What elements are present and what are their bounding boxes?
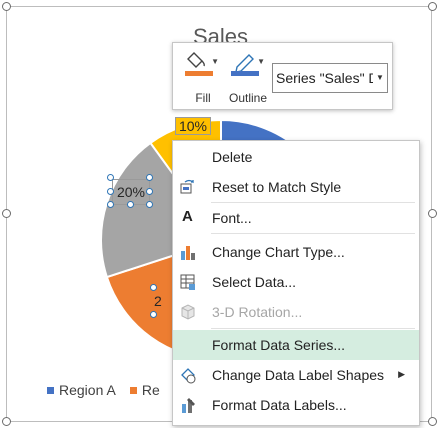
menu-item-label: Select Data... [212,274,297,290]
label-handle[interactable] [146,174,153,181]
rotation-3d-icon [179,303,197,321]
menu-item-3d-rotation[interactable]: 3-D Rotation... [173,297,419,327]
menu-item-label: Font... [212,210,252,226]
chevron-right-icon: ▶ [398,369,405,379]
series-selector-dropdown[interactable]: Series "Sales" D ▼ [272,63,388,93]
label-handle[interactable] [146,201,153,208]
reset-style-icon [179,178,197,196]
menu-separator [211,202,415,203]
chart-resize-handle-top-right[interactable] [428,2,437,11]
data-label-south[interactable]: 2 [154,289,174,313]
menu-item-format-data-series[interactable]: Format Data Series... [173,330,419,360]
menu-item-change-chart-type[interactable]: Change Chart Type... [173,237,419,267]
font-icon: A [182,208,193,225]
menu-item-format-data-labels[interactable]: Format Data Labels... [173,390,419,420]
menu-item-label: Change Data Label Shapes [212,367,385,383]
legend-item-region-a[interactable]: Region A [47,382,116,398]
label-handle[interactable] [107,188,114,195]
series-selector-value: Series "Sales" D [276,70,379,86]
menu-item-change-label-shapes[interactable]: Change Data Label Shapes ▶ [173,360,419,390]
menu-item-select-data[interactable]: Select Data... [173,267,419,297]
label-handle[interactable] [146,188,153,195]
label-shapes-icon [179,366,197,384]
chevron-down-icon: ▼ [373,64,387,92]
legend-label: Re [141,382,160,398]
label-handle[interactable] [107,201,114,208]
context-menu: Delete Reset to Match Style A Font... Ch… [172,140,420,426]
menu-item-delete[interactable]: Delete [173,142,419,172]
menu-separator [211,233,415,234]
data-label-north[interactable]: 10% [175,117,211,135]
menu-item-label: 3-D Rotation... [212,304,303,320]
pen-icon: ▼ [229,49,265,79]
outline-button[interactable]: ▼ Outline [225,49,271,105]
data-label-south-text: 2 [154,293,162,309]
menu-item-label: Format Data Labels... [212,397,347,413]
chart-type-icon [179,243,197,261]
label-handle[interactable] [150,311,157,318]
legend-swatch [47,386,54,394]
paint-bucket-icon: ▼ [183,49,219,79]
label-handle[interactable] [127,201,134,208]
menu-item-label: Change Chart Type... [212,244,345,260]
menu-item-label: Delete [212,149,253,165]
chart-resize-handle-bottom-right[interactable] [428,417,437,426]
fill-button[interactable]: ▼ Fill [183,49,223,105]
chart-resize-handle-left[interactable] [2,209,11,218]
legend-label: Region A [59,382,116,398]
legend-item-region-b[interactable]: Re [129,382,160,398]
chart-resize-handle-top-left[interactable] [2,2,11,11]
data-label-north-text: 10% [178,118,208,134]
mini-toolbar: ▼ Fill ▼ Outline Series "Sales" D ▼ [172,42,393,110]
legend-swatch [129,386,137,394]
menu-separator [211,328,415,329]
menu-item-label: Format Data Series... [212,337,346,353]
label-handle[interactable] [150,284,157,291]
fill-label: Fill [195,91,211,105]
chart-resize-handle-right[interactable] [428,209,437,218]
menu-item-font[interactable]: A Font... [173,203,419,233]
data-label-west-text: 20% [116,184,146,200]
format-labels-icon [179,396,197,414]
chart-resize-handle-bottom-left[interactable] [2,417,11,426]
chart-legend[interactable]: Region A Re [47,382,160,398]
menu-item-reset-style[interactable]: Reset to Match Style [173,172,419,202]
select-data-icon [179,273,197,291]
outline-label: Outline [228,91,268,105]
menu-item-label: Reset to Match Style [212,179,342,195]
label-handle[interactable] [107,174,114,181]
